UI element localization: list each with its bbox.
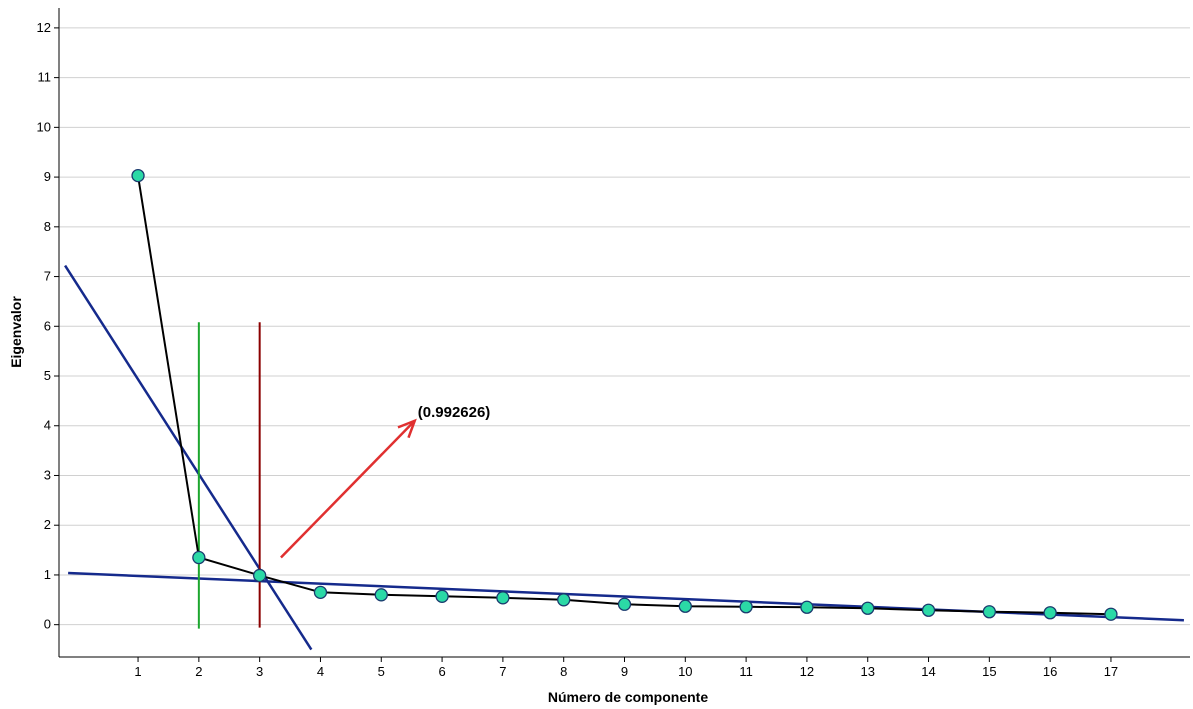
annotations: (0.992626) [280,404,491,559]
x-tick-label: 8 [560,664,567,679]
x-tick-label: 12 [800,664,814,679]
data-point-3 [253,568,267,583]
y-tick-label: 7 [44,269,51,284]
data-point-12 [800,600,814,614]
x-tick-label: 15 [982,664,996,679]
x-tick-label: 1 [134,664,141,679]
eigenvalue-line [137,175,1112,616]
y-tick-label: 4 [44,418,51,433]
x-tick-label: 5 [378,664,385,679]
y-tick-label: 11 [38,70,52,85]
axes [58,8,1190,658]
data-point-1 [131,168,145,183]
data-point-7 [496,591,510,605]
data-point-17 [1104,607,1118,621]
data-point-16 [1043,606,1057,620]
x-tick-label: 3 [256,664,263,679]
annotation-arrow-shaft [280,419,416,559]
x-tick-label: 11 [739,664,753,679]
x-tick-labels: 1 2 3 4 5 6 7 8 9 10 11 12 13 14 15 16 17 [134,657,1118,679]
y-tick-label: 10 [37,119,51,134]
data-point-14 [921,603,936,617]
series-line [137,175,1112,616]
data-point-9 [617,597,632,611]
y-tick-label: 3 [44,467,51,482]
reference-lines [64,264,1184,651]
x-tick-label: 4 [317,664,324,679]
data-point-15 [982,605,996,619]
y-axis-title: Eigenvalor [8,296,24,368]
y-tick-label: 0 [44,617,51,632]
annotation-arrow-head [397,418,417,439]
y-tick-label: 5 [44,368,51,383]
x-tick-label: 13 [860,664,874,679]
y-tick-label: 8 [44,219,51,234]
x-tick-label: 9 [621,664,628,679]
y-tick-label: 2 [44,517,51,532]
grid-lines [59,27,1190,626]
data-point-5 [374,588,388,602]
data-point-6 [435,589,449,603]
x-tick-label: 16 [1043,664,1057,679]
y-tick-label: 12 [37,20,51,35]
data-points [131,168,1118,621]
annotation-label: (0.992626) [418,404,491,421]
x-tick-label: 6 [438,664,445,679]
y-tick-label: 6 [44,318,51,333]
data-point-2 [192,550,206,565]
fit-line-0 [64,264,313,651]
y-tick-label: 9 [44,169,51,184]
data-point-13 [861,601,875,615]
data-point-8 [557,593,571,607]
x-axis-title: Número de componente [548,689,708,705]
data-point-10 [678,599,692,613]
x-tick-label: 17 [1104,664,1118,679]
data-point-4 [313,585,328,599]
data-point-11 [739,600,753,614]
y-tick-label: 1 [44,567,51,582]
x-tick-label: 10 [678,664,692,679]
x-tick-label: 2 [195,664,202,679]
x-tick-label: 7 [499,664,506,679]
x-tick-label: 14 [921,664,935,679]
